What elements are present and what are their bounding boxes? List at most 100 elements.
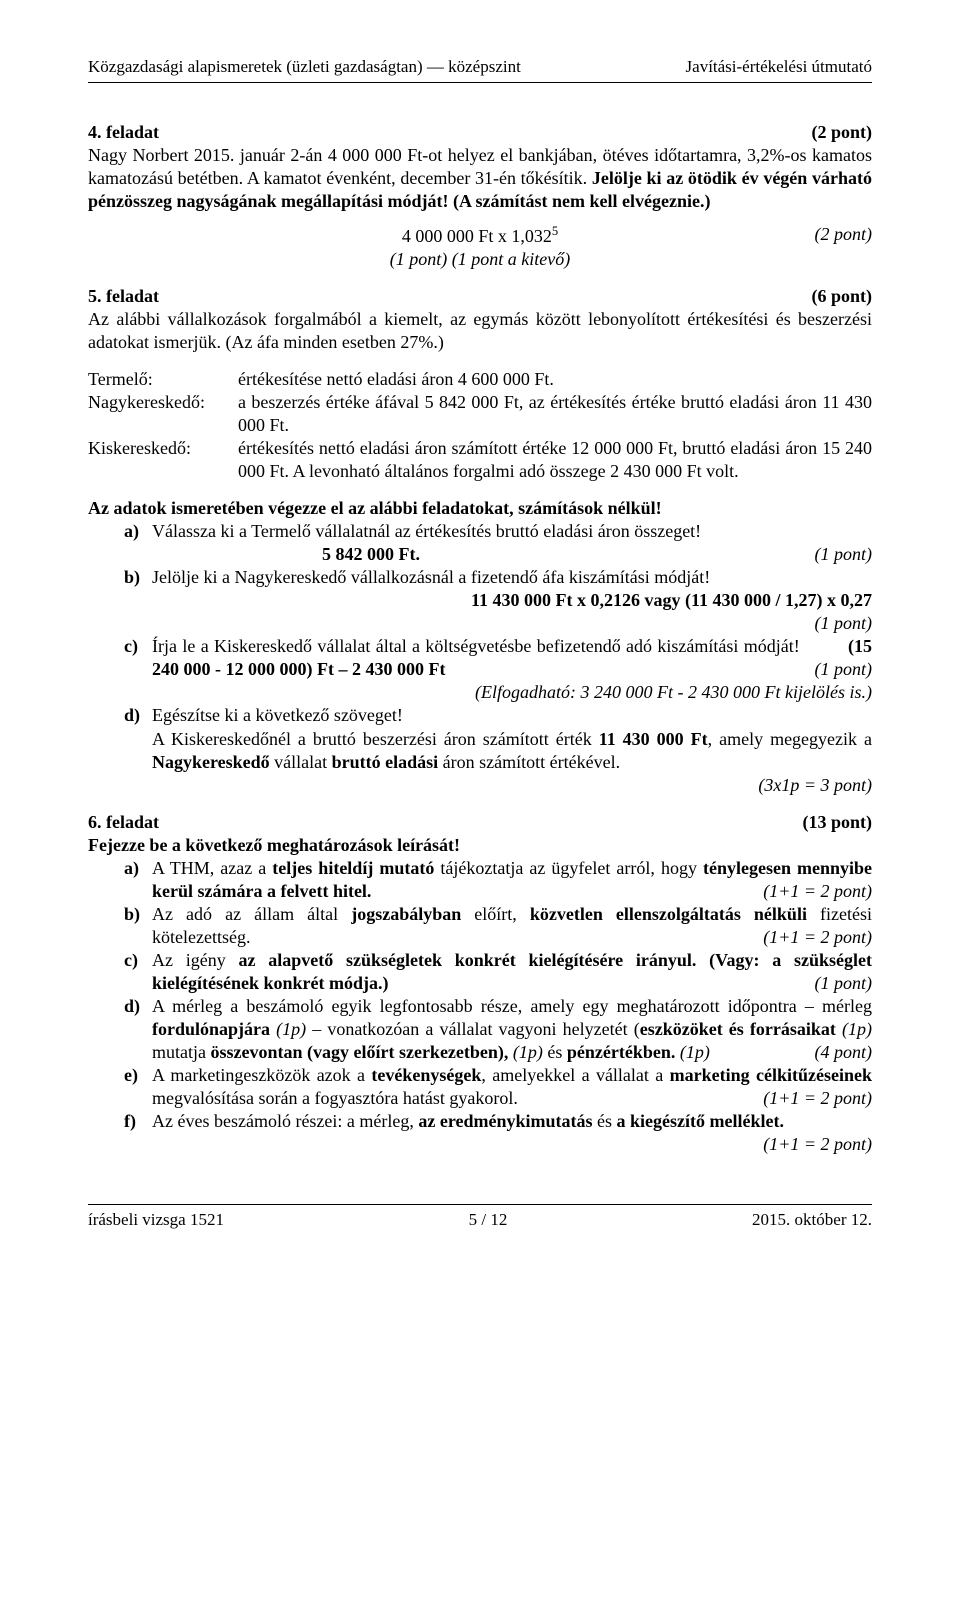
t6a-c: tájékoztatja az ügyfelet arról, hogy [434,858,703,878]
t6d-h: összevontan (vagy előírt szerkezetben), [210,1042,508,1062]
task5-b-pts: (1 pont) [152,612,872,635]
t6d-i: (1p) [508,1042,543,1062]
task5-lead: Az adatok ismeretében végezze el az aláb… [88,497,872,520]
page-footer: írásbeli vizsga 1521 5 / 12 2015. októbe… [88,1209,872,1231]
task5-list: a) Válassza ki a Termelő vállalatnál az … [88,520,872,796]
footer-left: írásbeli vizsga 1521 [88,1209,224,1231]
task4-formula: 4 000 000 Ft x 1,0325 [402,226,558,246]
t6c-b: az alapvető szükségletek konkrét kielégí… [152,950,872,993]
t6b-d: közvetlen ellenszolgáltatás nélküli [530,904,807,924]
task6-list: a) A THM, azaz a teljes hiteldíj mutató … [88,857,872,1156]
task5-item-b: b) Jelölje ki a Nagykereskedő vállalkozá… [124,566,872,635]
task5-termelo-text: értékesítése nettó eladási áron 4 600 00… [238,368,872,391]
t6c-a: Az igény [152,950,239,970]
marker6-a: a) [124,857,139,880]
task5-d-pts: (3x1p = 3 pont) [152,774,872,797]
task6-item-c: c) Az igény az alapvető szükségletek kon… [124,949,872,995]
task5-b-value: 11 430 000 Ft x 0,2126 vagy (11 430 000 … [152,589,872,612]
t6d-k: pénzértékben. [567,1042,675,1062]
t6d-a: A mérleg a beszámoló egyik legfontosabb … [152,996,872,1016]
task5-termelo-row: Termelő: értékesítése nettó eladási áron… [88,368,872,391]
task6-lead: Fejezze be a következő meghatározások le… [88,834,872,857]
t6f-pts: (1+1 = 2 pont) [763,1133,872,1156]
task4-body: Nagy Norbert 2015. január 2-án 4 000 000… [88,144,872,213]
task6-title: 6. feladat [88,811,159,834]
task5-b-text: Jelölje ki a Nagykereskedő vállalkozásná… [152,567,710,587]
t6d-g: mutatja [152,1042,210,1062]
task5-d-a: A Kiskereskedőnél a bruttó beszerzési ár… [152,729,599,749]
task5-c-note: (Elfogadható: 3 240 000 Ft - 2 430 000 F… [152,681,872,704]
task4-title: 4. feladat [88,121,159,144]
task5-a-text: Válassza ki a Termelő vállalatnál az ért… [152,521,701,541]
header-rule [88,82,872,83]
t6b-c: előírt, [461,904,530,924]
task5-d-text: Egészítse ki a következő szöveget! [152,705,403,725]
t6d-d: – vonatkozóan a vállalat vagyoni helyzet… [306,1019,640,1039]
task5-d-d: Nagykereskedő [152,752,270,772]
header-right: Javítási-értékelési útmutató [686,56,872,78]
footer-center: 5 / 12 [469,1209,508,1231]
t6d-e: eszközöket és forrásaikat [640,1019,836,1039]
task4-formula-base: 4 000 000 Ft x 1,032 [402,226,552,246]
task5-d-c: , amely megegyezik a [708,729,872,749]
task5-d-fill: A Kiskereskedőnél a bruttó beszerzési ár… [152,729,872,772]
task4-formula-pts: (2 pont) [815,223,873,246]
t6f-b: az eredménykimutatás [418,1111,592,1131]
task6-title-row: 6. feladat (13 pont) [88,811,872,834]
task5-kis-label: Kiskereskedő: [88,437,238,483]
task5-intro: Az alábbi vállalkozások forgalmából a ki… [88,308,872,354]
task5-termelo-label: Termelő: [88,368,238,391]
task5-title: 5. feladat [88,285,159,308]
task5-title-row: 5. feladat (6 pont) [88,285,872,308]
marker-a: a) [124,520,139,543]
t6e-a: A marketingeszközök azok a [152,1065,371,1085]
task4-title-row: 4. feladat (2 pont) [88,121,872,144]
t6a-pts: (1+1 = 2 pont) [763,880,872,903]
task6-item-e: e) A marketingeszközök azok a tevékenysé… [124,1064,872,1110]
marker6-f: f) [124,1110,136,1133]
footer-rule [88,1204,872,1205]
task5-item-c: c) Írja le a Kiskereskedő vállalat által… [124,635,872,704]
task4-points: (2 pont) [811,121,872,144]
t6d-pts: (4 pont) [815,1041,873,1064]
task5-item-d: d) Egészítse ki a következő szöveget! A … [124,704,872,796]
task6-item-d: d) A mérleg a beszámoló egyik legfontosa… [124,995,872,1064]
task5-points: (6 pont) [811,285,872,308]
t6b-a: Az adó az állam által [152,904,351,924]
t6d-f: (1p) [836,1019,872,1039]
t6d-j: és [543,1042,567,1062]
task5-nagy-label: Nagykereskedő: [88,391,238,437]
task5-a-pts: (1 pont) [815,543,873,566]
t6b-pts: (1+1 = 2 pont) [763,926,872,949]
marker6-e: e) [124,1064,138,1087]
task6-item-f: f) Az éves beszámoló részei: a mérleg, a… [124,1110,872,1156]
task5-nagy-text: a beszerzés értéke áfával 5 842 000 Ft, … [238,391,872,437]
task5-kis-row: Kiskereskedő: értékesítés nettó eladási … [88,437,872,483]
task6-item-b: b) Az adó az állam által jogszabályban e… [124,903,872,949]
header-left: Közgazdasági alapismeretek (üzleti gazda… [88,56,521,78]
t6a-b: teljes hiteldíj mutató [272,858,434,878]
t6e-e: megvalósítása során a fogyasztóra hatást… [152,1088,518,1108]
task5-d-b: 11 430 000 Ft [599,729,708,749]
task5-d-g: áron számított értékével. [438,752,620,772]
t6c-pts: (1 pont) [815,972,873,995]
marker-d: d) [124,704,140,727]
footer-right: 2015. október 12. [752,1209,872,1231]
t6b-b: jogszabályban [351,904,461,924]
t6f-c: és [593,1111,617,1131]
t6e-b: tevékenységek [371,1065,481,1085]
marker-c: c) [124,635,138,658]
t6e-pts: (1+1 = 2 pont) [763,1087,872,1110]
task5-a-value: 5 842 000 Ft. [152,543,420,566]
task5-d-e: vállalat [270,752,332,772]
t6f-a: Az éves beszámoló részei: a mérleg, [152,1111,418,1131]
marker6-b: b) [124,903,140,926]
t6d-l: (1p) [675,1042,710,1062]
task6-points: (13 pont) [802,811,872,834]
task5-kis-text: értékesítés nettó eladási áron számított… [238,437,872,483]
t6d-b: fordulónapjára [152,1019,270,1039]
task4-formula-exp: 5 [552,224,558,238]
marker6-d: d) [124,995,140,1018]
task4-formula-sub: (1 pont) (1 pont a kitevő) [390,249,570,269]
t6e-c: , amelyekkel a vállalat a [481,1065,669,1085]
